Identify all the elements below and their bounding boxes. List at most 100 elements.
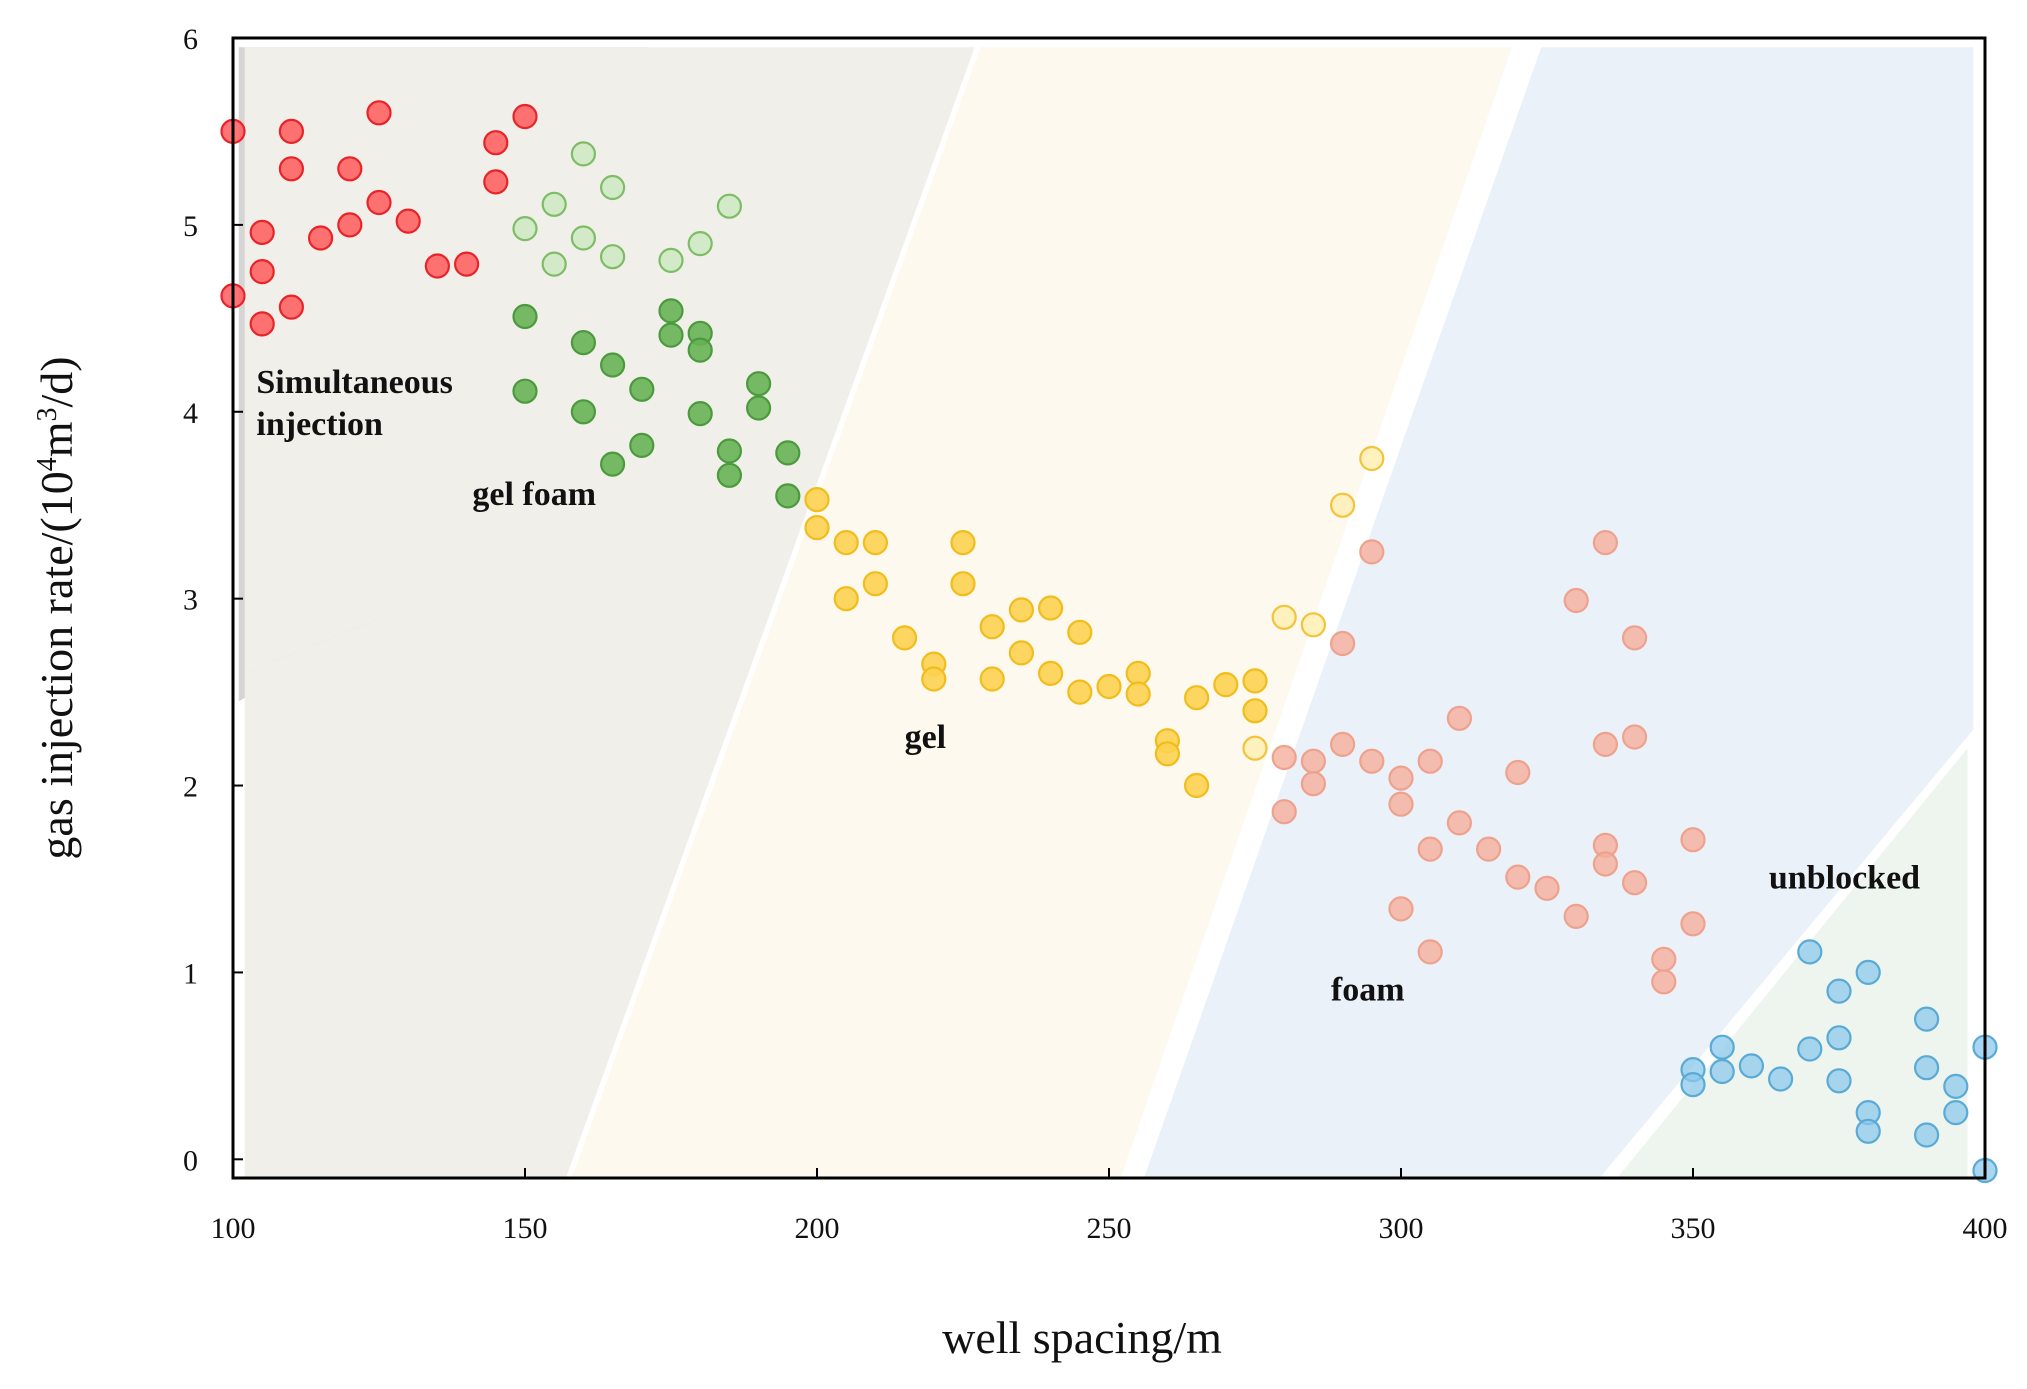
- y-tick-label: 0: [183, 1144, 198, 1177]
- series-3: [1242, 445, 1385, 761]
- data-point: [483, 130, 509, 156]
- region-labels-layer: Simultaneous injection gel foam gel foam unbl…: [256, 364, 1920, 1008]
- data-point: [454, 251, 480, 277]
- data-point: [1505, 864, 1531, 890]
- data-point: [687, 231, 713, 257]
- series-2: [512, 298, 801, 509]
- data-point: [1359, 539, 1385, 565]
- data-point: [804, 514, 830, 541]
- series-6: [1680, 939, 1998, 1184]
- data-point: [804, 487, 830, 513]
- data-point: [658, 322, 684, 348]
- region-label-gel: gel: [905, 719, 947, 756]
- data-point: [687, 337, 713, 363]
- data-point: [249, 259, 275, 285]
- data-point: [658, 298, 684, 324]
- data-point: [1388, 791, 1414, 817]
- region-label-simultaneous: Simultaneous injection: [256, 364, 453, 443]
- data-point: [1913, 1122, 1940, 1148]
- data-point: [1242, 668, 1268, 694]
- data-point: [249, 311, 275, 337]
- data-point: [599, 451, 626, 477]
- data-point: [1329, 492, 1356, 518]
- data-point: [1855, 1118, 1881, 1144]
- data-point: [775, 440, 801, 466]
- data-point: [1943, 1099, 1969, 1126]
- data-point: [1563, 587, 1589, 614]
- data-point: [1300, 771, 1327, 797]
- series-1: [512, 141, 743, 277]
- data-point: [716, 193, 743, 219]
- data-point: [1359, 748, 1385, 774]
- data-point: [512, 103, 538, 130]
- data-point: [599, 352, 626, 378]
- data-point: [745, 395, 772, 421]
- data-point: [1826, 1068, 1852, 1094]
- region-foam: [1144, 47, 1974, 1178]
- data-point: [1300, 612, 1327, 638]
- data-point: [1592, 851, 1619, 877]
- data-point: [1388, 896, 1414, 922]
- data-point: [1271, 744, 1297, 771]
- region-label-gel-foam: gel foam: [472, 476, 596, 513]
- data-point: [979, 614, 1005, 640]
- data-point: [1738, 1053, 1765, 1079]
- x-axis: 100 150 200 250 300 350 400: [211, 1168, 2008, 1245]
- data-point: [687, 401, 713, 427]
- data-point: [1037, 660, 1064, 687]
- data-point: [979, 666, 1005, 692]
- data-point: [1183, 772, 1210, 799]
- data-point: [862, 571, 889, 597]
- data-point: [1505, 759, 1531, 786]
- data-point: [483, 169, 509, 195]
- data-point: [1008, 640, 1035, 666]
- data-point: [1125, 681, 1151, 707]
- y-axis: 0 1 2 3 4 5 6: [183, 23, 243, 1177]
- data-point: [1767, 1066, 1794, 1092]
- data-point: [395, 208, 421, 234]
- data-point: [1417, 836, 1443, 862]
- x-tick-label: 150: [503, 1212, 548, 1245]
- data-point: [629, 432, 655, 458]
- y-axis-label: gas injection rate/(104m3/d): [31, 356, 82, 859]
- data-point: [424, 253, 450, 279]
- data-point: [833, 529, 859, 556]
- data-point: [833, 586, 859, 612]
- data-point: [278, 118, 304, 144]
- data-point: [1213, 671, 1239, 698]
- data-point: [1592, 731, 1619, 758]
- data-point: [658, 247, 684, 273]
- data-point: [1329, 630, 1356, 657]
- data-point: [1096, 673, 1122, 700]
- data-point: [745, 371, 772, 397]
- data-point: [1008, 597, 1035, 623]
- data-point: [716, 438, 743, 464]
- data-point: [1300, 748, 1327, 774]
- data-point: [716, 462, 743, 488]
- data-point: [541, 191, 567, 217]
- data-point: [629, 376, 655, 402]
- data-point: [1242, 735, 1268, 761]
- y-tick-label: 2: [183, 771, 198, 804]
- data-point: [570, 330, 597, 356]
- data-point: [570, 225, 597, 251]
- x-tick-label: 250: [1087, 1212, 1132, 1245]
- data-point: [1592, 529, 1619, 556]
- region-label-unblocked: unblocked: [1769, 859, 1920, 896]
- data-point: [278, 156, 304, 182]
- data-point: [950, 571, 976, 597]
- data-point: [1037, 595, 1064, 621]
- data-point: [366, 100, 392, 126]
- data-point: [599, 174, 626, 201]
- data-point: [337, 156, 363, 182]
- data-point: [1067, 619, 1093, 645]
- data-point: [1183, 685, 1210, 711]
- region-label-foam: foam: [1331, 972, 1405, 1009]
- data-point: [1067, 679, 1093, 705]
- data-point: [1242, 698, 1268, 724]
- data-point: [1417, 939, 1443, 965]
- data-point: [1271, 604, 1297, 630]
- data-point: [1446, 810, 1473, 836]
